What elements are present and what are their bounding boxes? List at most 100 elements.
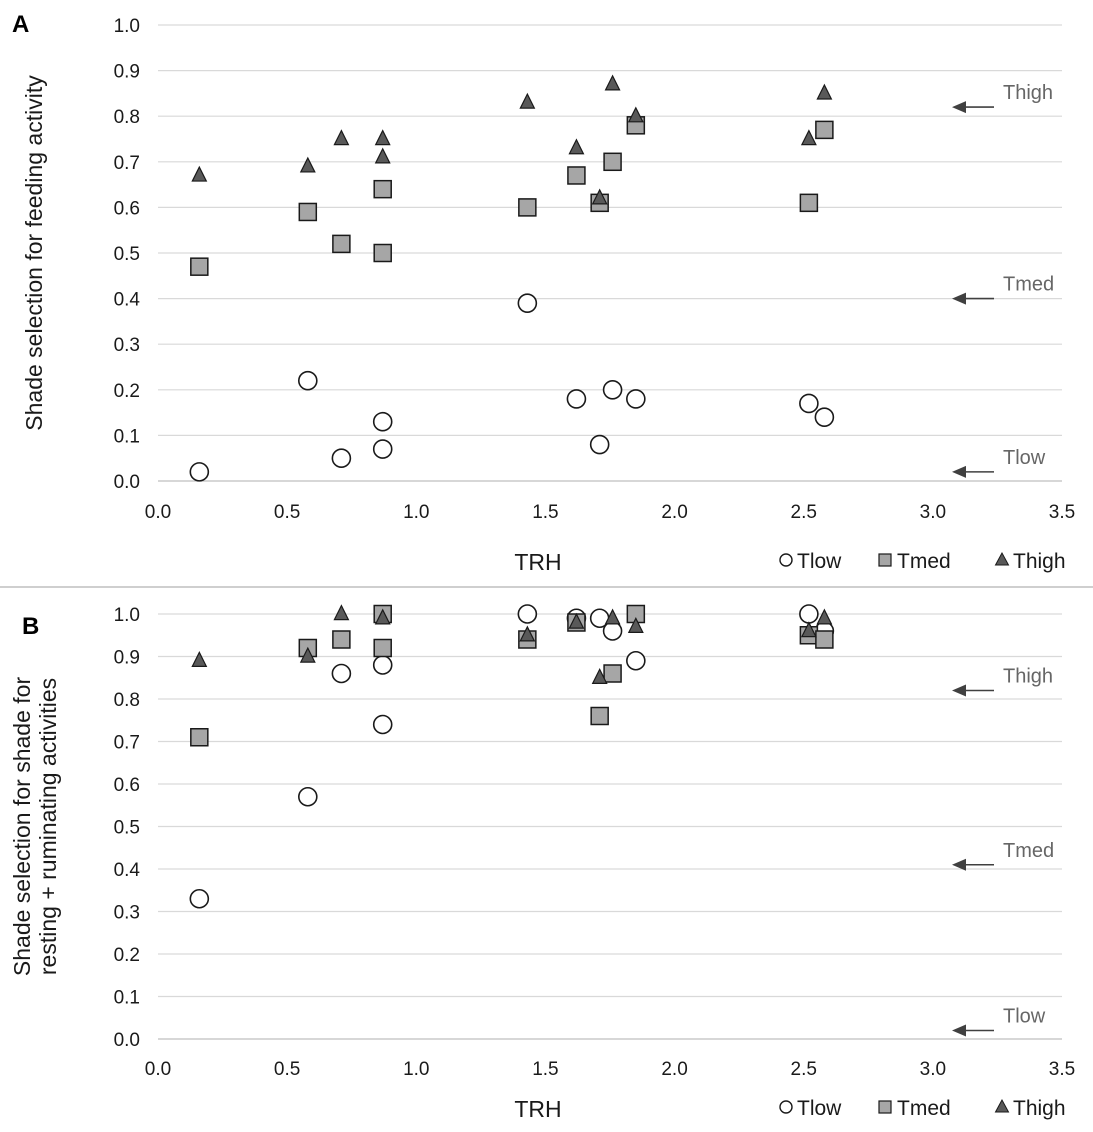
y-tick-label: 0.5 bbox=[114, 244, 140, 265]
panel-letter: A bbox=[12, 11, 29, 38]
x-tick-label: 2.5 bbox=[791, 1059, 817, 1080]
data-point-circle bbox=[190, 890, 208, 908]
y-tick-label: 0.9 bbox=[114, 648, 140, 669]
data-point-circle bbox=[518, 294, 536, 312]
data-point-square bbox=[604, 153, 621, 170]
y-tick-label: 0.4 bbox=[114, 860, 141, 881]
data-point-square bbox=[604, 665, 621, 682]
y-tick-label: 0.8 bbox=[114, 107, 140, 128]
data-point-triangle bbox=[817, 610, 831, 624]
reference-label: Thigh bbox=[1003, 82, 1053, 104]
data-point-circle bbox=[627, 652, 645, 670]
data-point-square bbox=[299, 203, 316, 220]
y-tick-label: 0.1 bbox=[114, 426, 140, 447]
reference-arrow-head bbox=[952, 1025, 966, 1037]
legend-label: Tmed bbox=[897, 550, 951, 573]
reference-arrow-head bbox=[952, 685, 966, 697]
data-point-circle bbox=[567, 390, 585, 408]
data-point-triangle bbox=[802, 131, 816, 145]
data-point-circle bbox=[332, 449, 350, 467]
data-point-square bbox=[816, 121, 833, 138]
figure: A 0.0 0.1 0.2 0.3 0.4 0.5 0.6 0.7 0.8 0.9 1.0 0.0 0.5… bbox=[0, 0, 1093, 1132]
legend-marker-square bbox=[879, 1101, 891, 1113]
y-axis-title: resting + ruminating activities bbox=[35, 678, 61, 975]
data-point-triangle bbox=[192, 167, 206, 181]
legend-label: Thigh bbox=[1013, 550, 1066, 573]
legend-label: Tlow bbox=[797, 550, 842, 573]
y-tick-label: 0.5 bbox=[114, 818, 140, 839]
data-point-circle bbox=[800, 394, 818, 412]
legend-marker-triangle bbox=[996, 1100, 1009, 1112]
data-point-triangle bbox=[629, 108, 643, 122]
reference-label: Tmed bbox=[1003, 274, 1054, 296]
data-point-circle bbox=[800, 605, 818, 623]
data-point-triangle bbox=[569, 140, 583, 154]
y-tick-label: 0.1 bbox=[114, 988, 140, 1009]
y-tick-label: 0.3 bbox=[114, 335, 140, 356]
x-tick-label: 1.5 bbox=[532, 502, 558, 523]
x-tick-label: 2.0 bbox=[661, 502, 687, 523]
data-point-square bbox=[191, 258, 208, 275]
reference-label: Tlow bbox=[1003, 447, 1046, 469]
data-point-circle bbox=[299, 372, 317, 390]
data-point-circle bbox=[627, 390, 645, 408]
x-tick-label: 3.5 bbox=[1049, 1059, 1075, 1080]
data-point-triangle bbox=[334, 131, 348, 145]
data-point-square bbox=[333, 235, 350, 252]
y-tick-label: 0.8 bbox=[114, 690, 140, 711]
data-point-triangle bbox=[376, 131, 390, 145]
reference-arrow-head bbox=[952, 101, 966, 113]
y-tick-label: 0.2 bbox=[114, 945, 140, 966]
data-point-square bbox=[374, 245, 391, 262]
legend-marker-triangle bbox=[996, 553, 1009, 565]
data-point-triangle bbox=[376, 149, 390, 163]
reference-label: Tmed bbox=[1003, 840, 1054, 862]
data-point-triangle bbox=[817, 85, 831, 99]
data-point-square bbox=[568, 167, 585, 184]
x-tick-label: 2.5 bbox=[791, 502, 817, 523]
x-tick-label: 0.5 bbox=[274, 502, 300, 523]
y-tick-label: 0.0 bbox=[114, 1030, 140, 1051]
reference-arrow-head bbox=[952, 466, 966, 478]
x-tick-label: 0.0 bbox=[145, 502, 171, 523]
data-point-circle bbox=[604, 381, 622, 399]
data-point-circle bbox=[604, 622, 622, 640]
y-tick-label: 0.4 bbox=[114, 290, 141, 311]
data-point-triangle bbox=[606, 76, 620, 90]
panel-letter: B bbox=[22, 613, 39, 640]
data-point-square bbox=[591, 708, 608, 725]
data-point-square bbox=[333, 631, 350, 648]
data-point-circle bbox=[299, 788, 317, 806]
data-point-circle bbox=[374, 413, 392, 431]
x-tick-label: 1.5 bbox=[532, 1059, 558, 1080]
data-point-circle bbox=[518, 605, 536, 623]
legend-marker-circle bbox=[780, 554, 792, 566]
y-tick-label: 0.2 bbox=[114, 381, 140, 402]
x-tick-label: 1.0 bbox=[403, 502, 429, 523]
data-point-square bbox=[816, 631, 833, 648]
y-tick-label: 0.7 bbox=[114, 733, 140, 754]
data-point-triangle bbox=[301, 158, 315, 172]
data-point-triangle bbox=[334, 606, 348, 620]
data-point-square bbox=[374, 640, 391, 657]
x-tick-label: 0.5 bbox=[274, 1059, 300, 1080]
reference-label: Tlow bbox=[1003, 1006, 1046, 1028]
x-tick-label: 0.0 bbox=[145, 1059, 171, 1080]
y-tick-label: 0.3 bbox=[114, 903, 140, 924]
data-point-triangle bbox=[192, 652, 206, 666]
data-point-square bbox=[191, 729, 208, 746]
y-tick-label: 0.7 bbox=[114, 153, 140, 174]
data-point-circle bbox=[190, 463, 208, 481]
data-point-square bbox=[374, 181, 391, 198]
x-tick-label: 3.5 bbox=[1049, 502, 1075, 523]
data-point-circle bbox=[591, 436, 609, 454]
data-point-square bbox=[519, 199, 536, 216]
legend-label: Tlow bbox=[797, 1097, 842, 1120]
y-tick-label: 0.6 bbox=[114, 775, 140, 796]
x-axis-title: TRH bbox=[514, 1096, 561, 1122]
y-axis-title: Shade selection for feeding activity bbox=[21, 75, 47, 431]
y-tick-label: 0.0 bbox=[114, 472, 140, 493]
data-point-square bbox=[800, 194, 817, 211]
data-point-circle bbox=[374, 656, 392, 674]
x-tick-label: 1.0 bbox=[403, 1059, 429, 1080]
